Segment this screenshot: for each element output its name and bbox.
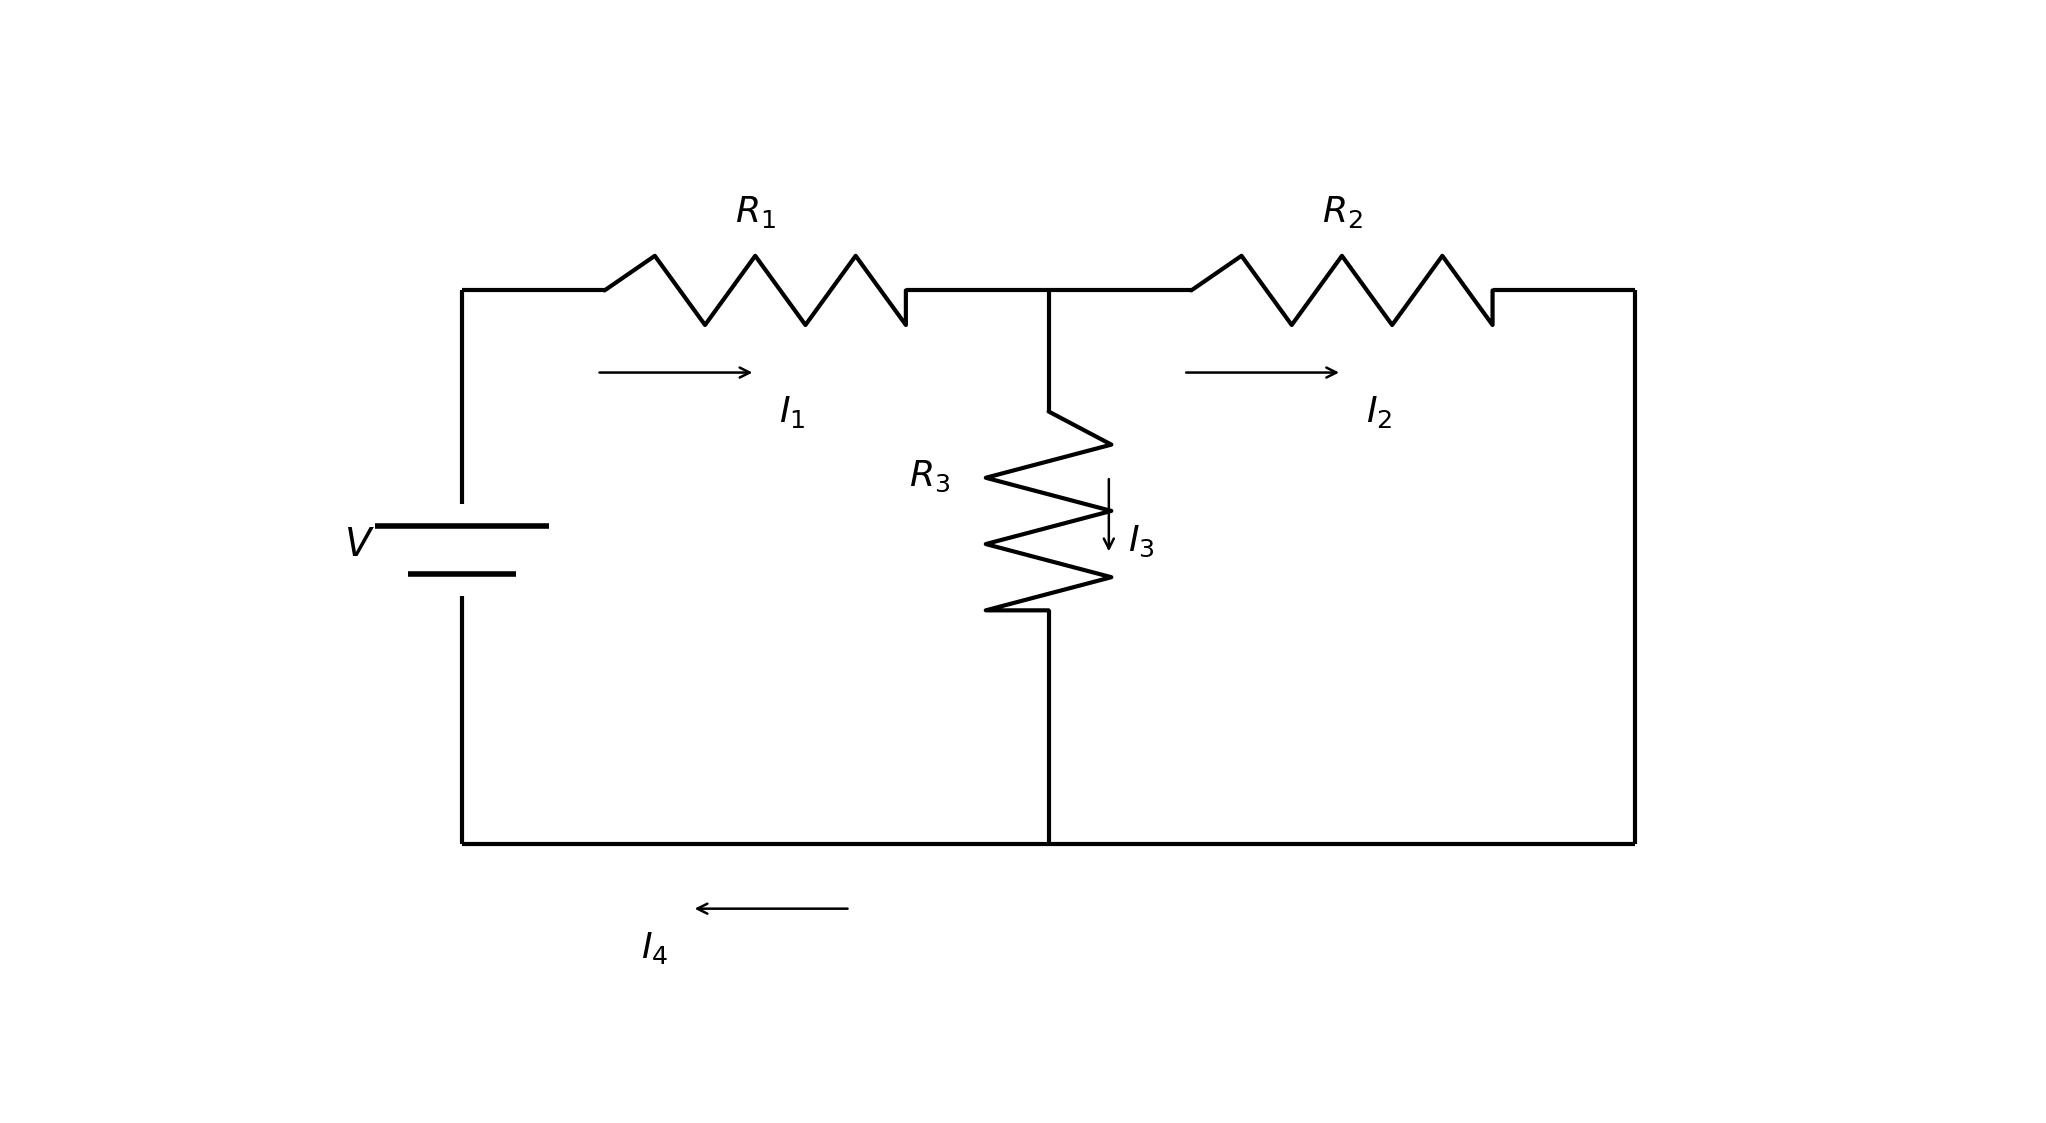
Text: $I_1$: $I_1$ bbox=[780, 394, 806, 430]
Text: $R_2$: $R_2$ bbox=[1322, 194, 1363, 230]
Text: $I_4$: $I_4$ bbox=[640, 930, 667, 966]
Text: $R_3$: $R_3$ bbox=[908, 458, 949, 494]
Text: $I_2$: $I_2$ bbox=[1367, 394, 1391, 430]
Text: $I_3$: $I_3$ bbox=[1127, 523, 1154, 559]
Text: $V$: $V$ bbox=[344, 527, 374, 564]
Text: $R_1$: $R_1$ bbox=[735, 194, 775, 230]
